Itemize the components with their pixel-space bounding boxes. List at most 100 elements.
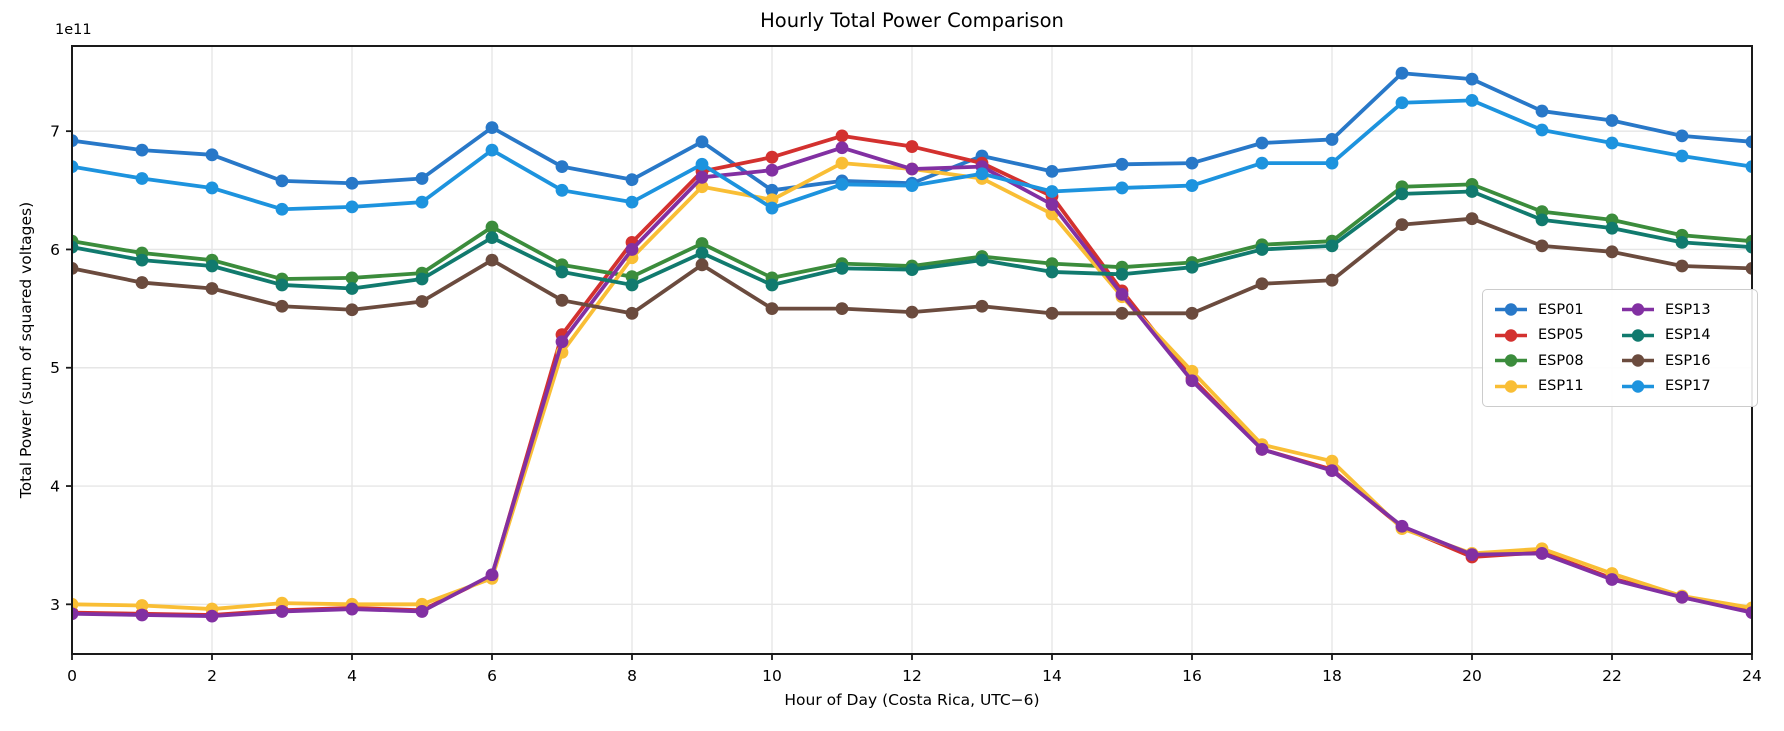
legend-item-ESP14: ESP14 [1620, 327, 1747, 343]
series-ESP13 [71, 141, 1753, 623]
data-point-ESP17-h16 [1185, 179, 1199, 192]
data-point-ESP13-h17 [1255, 442, 1269, 456]
legend-item-ESP13: ESP13 [1620, 302, 1747, 318]
legend-swatch-ESP08 [1495, 354, 1527, 367]
data-point-ESP17-h7 [555, 183, 569, 197]
data-point-ESP17-h6 [485, 143, 499, 157]
legend-item-ESP01: ESP01 [1493, 302, 1620, 318]
y-axis-label: Total Power (sum of squared voltages) [17, 201, 35, 499]
data-point-ESP01-h23 [1675, 129, 1689, 143]
legend-swatch-ESP01 [1495, 303, 1527, 316]
data-point-ESP17-h19 [1395, 96, 1409, 110]
data-point-ESP13-h5 [415, 605, 429, 618]
legend-swatch-ESP17 [1622, 380, 1654, 393]
data-point-ESP01-h8 [625, 173, 639, 187]
data-point-ESP16-h7 [555, 293, 569, 307]
series-lines [71, 66, 1753, 623]
data-point-ESP01-h21 [1535, 104, 1549, 118]
series-ESP16 [71, 212, 1753, 320]
data-point-ESP17-h8 [625, 195, 639, 209]
data-point-ESP14-h6 [485, 231, 499, 245]
data-point-ESP13-h21 [1535, 547, 1549, 560]
data-point-ESP05-h10 [765, 150, 779, 164]
data-point-ESP16-h12 [905, 305, 919, 319]
data-point-ESP05-h11 [835, 129, 849, 143]
data-point-ESP14-h2 [205, 259, 219, 273]
series-ESP14 [71, 185, 1753, 295]
data-point-ESP16-h11 [835, 302, 849, 315]
x-tick-label-14: 14 [1042, 667, 1062, 685]
x-tick-label-10: 10 [762, 667, 782, 685]
data-point-ESP17-h17 [1255, 156, 1269, 170]
data-point-ESP01-h22 [1605, 114, 1619, 127]
legend-swatch-ESP14 [1622, 329, 1654, 342]
data-point-ESP17-h13 [975, 167, 989, 181]
y-tick-label-4: 4 [50, 478, 60, 496]
data-point-ESP16-h15 [1115, 306, 1129, 320]
legend-label-ESP11: ESP11 [1538, 378, 1584, 395]
legend-swatch-ESP13 [1622, 303, 1654, 316]
data-point-ESP16-h17 [1255, 277, 1269, 291]
legend-label-ESP17: ESP17 [1665, 378, 1711, 395]
data-point-ESP16-h23 [1675, 259, 1689, 273]
y-tick-label-7: 7 [50, 123, 60, 141]
data-point-ESP11-h1 [135, 599, 149, 612]
data-point-ESP05-h12 [905, 140, 919, 153]
x-tick-label-16: 16 [1182, 667, 1202, 685]
x-tick-label-22: 22 [1602, 667, 1622, 685]
x-tick-label-24: 24 [1742, 667, 1762, 685]
data-point-ESP17-h20 [1465, 94, 1479, 107]
data-point-ESP13-h2 [205, 609, 219, 623]
data-point-ESP01-h4 [345, 176, 359, 190]
data-point-ESP01-h9 [695, 135, 709, 149]
data-point-ESP16-h3 [275, 299, 289, 313]
data-point-ESP16-h1 [135, 276, 149, 289]
data-point-ESP14-h3 [275, 278, 289, 292]
data-point-ESP01-h16 [1185, 156, 1199, 170]
data-point-ESP01-h3 [275, 174, 289, 188]
y-tick-label-3: 3 [50, 596, 60, 614]
data-point-ESP01-h2 [205, 148, 219, 162]
data-point-ESP13-h9 [695, 170, 709, 184]
data-point-ESP13-h4 [345, 602, 359, 616]
legend-swatch-ESP16 [1622, 354, 1654, 367]
x-tick-label-6: 6 [487, 667, 497, 685]
data-point-ESP13-h1 [135, 608, 149, 622]
data-point-ESP17-h9 [695, 157, 709, 171]
data-point-ESP14-h17 [1255, 243, 1269, 256]
data-point-ESP01-h5 [415, 172, 429, 185]
data-point-ESP01-h17 [1255, 136, 1269, 150]
data-point-ESP16-h4 [345, 303, 359, 317]
data-point-ESP17-h1 [135, 172, 149, 185]
data-point-ESP14-h22 [1605, 221, 1619, 235]
data-point-ESP16-h20 [1465, 212, 1479, 226]
data-point-ESP16-h2 [205, 282, 219, 295]
data-point-ESP01-h1 [135, 143, 149, 157]
data-point-ESP14-h13 [975, 253, 989, 267]
data-point-ESP01-h6 [485, 121, 499, 135]
data-point-ESP16-h6 [485, 253, 499, 267]
data-point-ESP13-h23 [1675, 590, 1689, 604]
data-point-ESP16-h22 [1605, 245, 1619, 259]
data-point-ESP16-h10 [765, 302, 779, 315]
data-point-ESP14-h9 [695, 246, 709, 260]
data-point-ESP17-h21 [1535, 123, 1549, 137]
data-point-ESP17-h5 [415, 195, 429, 209]
data-point-ESP17-h3 [275, 202, 289, 216]
data-point-ESP16-h18 [1325, 273, 1339, 287]
data-point-ESP17-h12 [905, 179, 919, 192]
data-point-ESP14-h7 [555, 265, 569, 279]
data-point-ESP11-h9 [695, 180, 709, 194]
legend-item-ESP08: ESP08 [1493, 353, 1620, 369]
data-point-ESP14-h15 [1115, 267, 1129, 281]
data-point-ESP01-h10 [765, 183, 779, 197]
data-point-ESP08-h4 [345, 271, 359, 285]
data-point-ESP16-h5 [415, 295, 429, 308]
data-point-ESP13-h11 [835, 141, 849, 155]
legend: ESP01 ESP05 ESP08 ESP11 ESP13 ESP14 ESP16 ESP17 [1482, 289, 1758, 407]
legend-item-ESP17: ESP17 [1620, 378, 1747, 394]
x-tick-label-4: 4 [347, 667, 357, 685]
data-point-ESP01-h15 [1115, 157, 1129, 171]
y-axis-offset-text: 1e11 [55, 22, 92, 38]
data-point-ESP16-h13 [975, 299, 989, 313]
